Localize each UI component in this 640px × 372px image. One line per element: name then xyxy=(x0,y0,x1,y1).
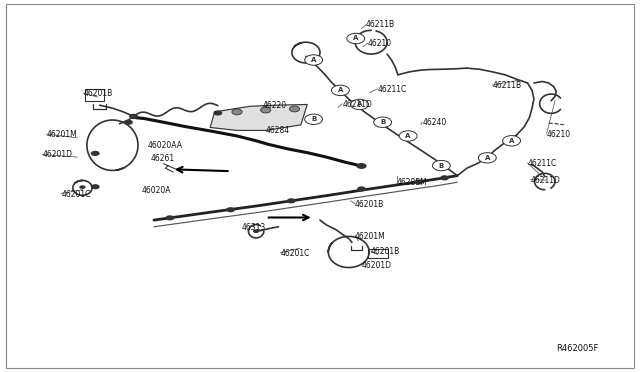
Circle shape xyxy=(332,85,349,96)
Circle shape xyxy=(232,109,242,115)
Text: 46201B: 46201B xyxy=(84,89,113,98)
Text: 46211D: 46211D xyxy=(342,100,372,109)
Circle shape xyxy=(213,110,222,116)
Text: A: A xyxy=(509,138,515,144)
Circle shape xyxy=(226,207,235,212)
Circle shape xyxy=(347,33,365,44)
Text: 46313: 46313 xyxy=(242,223,266,232)
Text: 46201M: 46201M xyxy=(47,129,77,139)
Circle shape xyxy=(433,160,451,171)
Circle shape xyxy=(130,114,138,119)
Text: 46211B: 46211B xyxy=(492,81,522,90)
Circle shape xyxy=(478,153,496,163)
Text: B: B xyxy=(380,119,385,125)
Circle shape xyxy=(289,106,300,112)
Text: B: B xyxy=(311,116,316,122)
Text: 46020A: 46020A xyxy=(141,186,171,195)
Text: 46201C: 46201C xyxy=(61,190,91,199)
Circle shape xyxy=(287,198,296,203)
Text: 46201D: 46201D xyxy=(362,261,392,270)
Text: 46201M: 46201M xyxy=(355,231,386,241)
Circle shape xyxy=(374,117,392,128)
Circle shape xyxy=(305,55,323,65)
Text: 46211D: 46211D xyxy=(531,176,561,185)
Text: 46201C: 46201C xyxy=(280,249,310,258)
Text: 46261: 46261 xyxy=(151,154,175,163)
Text: 46211C: 46211C xyxy=(527,159,557,168)
Text: 46201B: 46201B xyxy=(355,200,385,209)
Circle shape xyxy=(305,114,323,125)
Circle shape xyxy=(351,99,369,110)
Text: A: A xyxy=(357,102,362,108)
Text: 46211B: 46211B xyxy=(366,20,395,29)
Text: 46284: 46284 xyxy=(266,126,290,135)
Circle shape xyxy=(129,114,138,119)
Circle shape xyxy=(91,151,100,156)
Text: 46220: 46220 xyxy=(262,101,287,110)
Text: A: A xyxy=(406,133,411,139)
Text: 46201D: 46201D xyxy=(42,150,72,159)
Text: 46210: 46210 xyxy=(547,129,571,139)
Circle shape xyxy=(79,185,86,189)
Text: A: A xyxy=(353,35,358,42)
Text: 46201B: 46201B xyxy=(371,247,401,256)
Text: 46285M: 46285M xyxy=(397,178,428,187)
Circle shape xyxy=(166,215,174,221)
Circle shape xyxy=(253,230,259,233)
Text: B: B xyxy=(438,163,444,169)
Bar xyxy=(85,89,104,101)
Polygon shape xyxy=(210,105,307,131)
Circle shape xyxy=(415,179,424,185)
Text: A: A xyxy=(484,155,490,161)
Circle shape xyxy=(91,184,100,189)
Bar xyxy=(368,248,388,258)
Circle shape xyxy=(356,163,367,169)
Circle shape xyxy=(502,136,520,146)
Text: A: A xyxy=(311,57,316,63)
Circle shape xyxy=(260,107,271,113)
Text: 46020AA: 46020AA xyxy=(148,141,182,150)
Text: 46211C: 46211C xyxy=(378,85,407,94)
Text: A: A xyxy=(338,87,343,93)
Text: 46240: 46240 xyxy=(422,119,447,128)
Text: 46210: 46210 xyxy=(368,39,392,48)
Circle shape xyxy=(124,120,133,125)
Circle shape xyxy=(357,186,366,192)
Circle shape xyxy=(399,131,417,141)
Circle shape xyxy=(440,175,449,180)
Text: R462005F: R462005F xyxy=(556,344,598,353)
